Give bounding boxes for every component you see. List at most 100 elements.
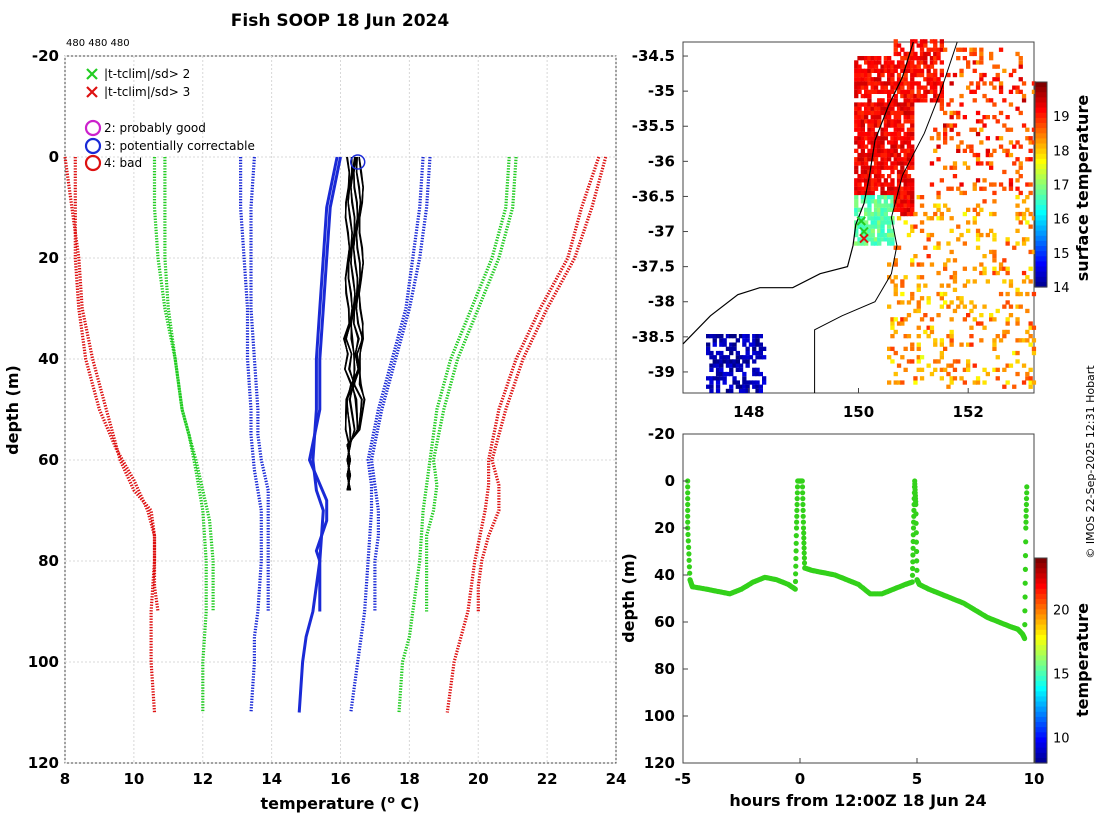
sst-pixel (916, 359, 921, 364)
sst-pixel (877, 161, 882, 166)
sst-pixel (972, 51, 977, 57)
sst-pixel (923, 313, 928, 318)
sst-pixel (1028, 380, 1033, 385)
sst-pixel (939, 89, 944, 94)
sst-pixel (890, 98, 895, 103)
profile-line (425, 156, 518, 612)
sst-pixel (887, 98, 892, 103)
sst-pixel (860, 186, 865, 191)
sst-pixel (1012, 350, 1017, 356)
sst-pixel (906, 60, 912, 65)
sst-pixel (890, 203, 895, 208)
sst-pixel (880, 224, 885, 229)
sst-pixel (887, 195, 892, 200)
sst-pixel (1002, 279, 1007, 284)
sst-pixel (956, 144, 961, 149)
sst-pixel (880, 81, 885, 86)
sst-pixel (979, 321, 984, 326)
sst-pixel (946, 102, 951, 107)
sst-pixel (959, 300, 964, 305)
map-y-tick-label: -35.5 (632, 117, 675, 135)
sst-pixel (883, 64, 888, 69)
sst-pixel (903, 317, 908, 322)
sst-pixel (1021, 241, 1027, 246)
sst-pixel (883, 182, 888, 187)
sst-pixel (952, 308, 958, 314)
sst-pixel (962, 148, 967, 153)
sst-pixel (1018, 338, 1023, 343)
colorbar-segment (1035, 225, 1047, 232)
sst-pixel (975, 228, 981, 233)
profile-xlabel-post: C) (395, 794, 420, 813)
sst-pixel (926, 216, 931, 221)
sst-pixel (943, 136, 948, 141)
sst-pixel (913, 376, 918, 381)
sst-pixel (896, 115, 902, 120)
sst-pixel (870, 190, 875, 196)
sst-pixel (982, 199, 987, 204)
sst-pixel (936, 190, 941, 196)
sst-pixel (929, 136, 935, 141)
sst-pixel (998, 136, 1004, 141)
sst-pixel (883, 136, 888, 141)
sst-pixel (893, 47, 898, 52)
sst-pixel (913, 308, 918, 314)
sst-pixel (725, 388, 731, 394)
sst-pixel (880, 237, 885, 242)
sst-pixel (887, 165, 892, 170)
sst-pixel (854, 178, 859, 183)
sst-pixel (735, 355, 740, 360)
sst-pixel (893, 68, 898, 73)
sst-pixel (854, 102, 859, 107)
sst-pixel (900, 165, 905, 170)
sst-colorbar-label: surface temperature (1073, 95, 1092, 282)
sst-pixel (1025, 329, 1030, 335)
sst-pixel (867, 190, 872, 196)
sst-pixel (870, 199, 875, 204)
sst-pixel (906, 148, 912, 153)
sst-pixel (900, 123, 905, 128)
sst-pixel (706, 346, 711, 351)
sst-pixel (903, 367, 908, 372)
sst-pixel (933, 203, 938, 208)
sst-pixel (896, 89, 902, 94)
sst-pixel (864, 174, 869, 179)
sst-pixel (1015, 216, 1020, 221)
sst-pixel (880, 144, 885, 149)
sst-pixel (929, 98, 935, 103)
sst-pixel (877, 232, 882, 238)
sst-pixel (1021, 216, 1027, 221)
sst-pixel (900, 110, 905, 116)
sst-pixel (975, 211, 981, 217)
sst-pixel (949, 110, 954, 116)
sst-pixel (933, 60, 938, 65)
sst-pixel (870, 169, 875, 175)
sst-pixel (962, 56, 967, 61)
sst-pixel (762, 380, 767, 385)
colorbar-segment (1035, 164, 1047, 170)
sst-pixel (939, 283, 944, 288)
sst-pixel (706, 342, 711, 347)
sst-pixel (883, 119, 888, 124)
sst-pixel (995, 136, 1000, 141)
sst-pixel (857, 190, 862, 196)
sst-pixel (1021, 98, 1027, 103)
map-y-tick-label: -38 (648, 293, 675, 311)
sst-pixel (870, 127, 875, 132)
sst-pixel (998, 110, 1004, 116)
sst-pixel (896, 64, 902, 69)
colorbar-segment (1035, 624, 1047, 631)
colorbar-tick-label: 15 (1053, 667, 1070, 682)
sst-pixel (939, 291, 944, 297)
sst-pixel (923, 56, 928, 61)
sst-pixel (926, 363, 931, 368)
sst-pixel (870, 237, 875, 242)
sst-pixel (870, 81, 875, 86)
legend-label: 3: potentially correctable (104, 139, 255, 153)
colorbar-segment (1035, 128, 1047, 134)
colorbar-segment (1035, 240, 1047, 247)
colorbar-segment (1035, 619, 1047, 626)
sst-pixel (992, 342, 997, 347)
sst-pixel (900, 199, 905, 204)
